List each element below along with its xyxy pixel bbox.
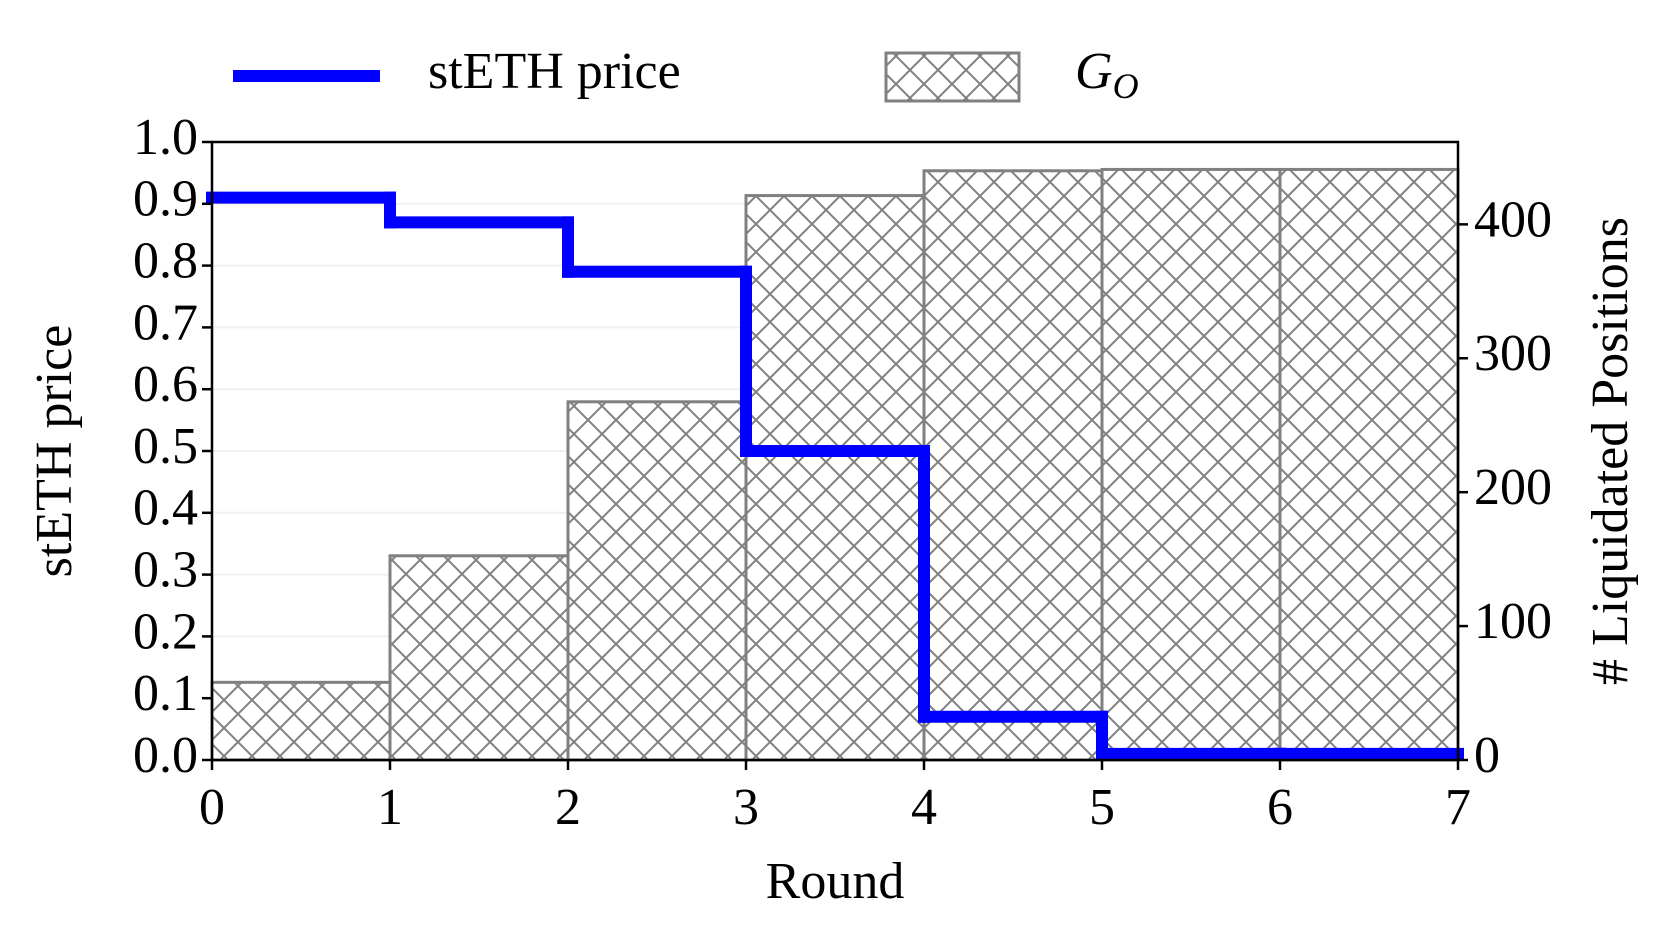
y-tick-label: 0.1 bbox=[133, 665, 198, 722]
y2-tick-label: 200 bbox=[1474, 459, 1552, 516]
x-tick-label: 3 bbox=[733, 779, 759, 836]
y-tick-label: 0.6 bbox=[133, 356, 198, 413]
bar bbox=[210, 680, 392, 762]
x-tick-label: 1 bbox=[377, 779, 403, 836]
y-tick-label: 0.2 bbox=[133, 603, 198, 660]
y-tick-label: 0.9 bbox=[133, 171, 198, 228]
x-tick-label: 5 bbox=[1089, 779, 1115, 836]
y2-tick-label: 400 bbox=[1474, 191, 1552, 248]
y2-tick-label: 300 bbox=[1474, 325, 1552, 382]
bar bbox=[744, 194, 926, 762]
y2-tick-label: 100 bbox=[1474, 593, 1552, 650]
y-tick-label: 0.3 bbox=[133, 542, 198, 599]
y-axis-label: stETH price bbox=[26, 325, 83, 578]
x-tick-label: 0 bbox=[199, 779, 225, 836]
legend-label: stETH price bbox=[428, 43, 681, 100]
bar bbox=[1278, 167, 1460, 762]
y-tick-label: 0.0 bbox=[133, 727, 198, 784]
y2-axis-label: # Liquidated Positions bbox=[1582, 217, 1639, 685]
x-tick-label: 4 bbox=[911, 779, 937, 836]
y-tick-label: 0.8 bbox=[133, 233, 198, 290]
legend-swatch bbox=[884, 51, 1021, 103]
y-tick-label: 0.7 bbox=[133, 294, 198, 351]
y-tick-label: 1.0 bbox=[133, 109, 198, 166]
bar bbox=[922, 169, 1104, 762]
x-axis-label: Round bbox=[766, 853, 905, 910]
bar bbox=[1100, 167, 1282, 762]
x-tick-label: 2 bbox=[555, 779, 581, 836]
y2-tick-label: 0 bbox=[1474, 727, 1500, 784]
legend-label: GO bbox=[1075, 43, 1139, 106]
y-tick-label: 0.4 bbox=[133, 480, 198, 537]
x-tick-label: 7 bbox=[1445, 779, 1471, 836]
bar bbox=[388, 554, 570, 762]
bar bbox=[566, 400, 748, 762]
x-tick-label: 6 bbox=[1267, 779, 1293, 836]
y-tick-label: 0.5 bbox=[133, 418, 198, 475]
